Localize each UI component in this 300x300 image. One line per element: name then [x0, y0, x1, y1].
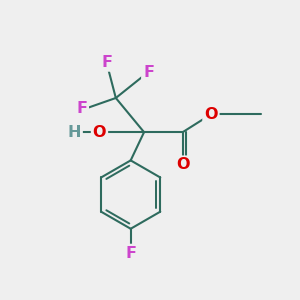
Text: H: H: [68, 125, 81, 140]
Text: O: O: [204, 107, 218, 122]
Text: F: F: [143, 65, 154, 80]
Text: F: F: [76, 101, 87, 116]
Text: O: O: [93, 125, 106, 140]
Text: O: O: [176, 158, 189, 172]
Text: F: F: [101, 55, 112, 70]
Text: F: F: [125, 246, 136, 261]
